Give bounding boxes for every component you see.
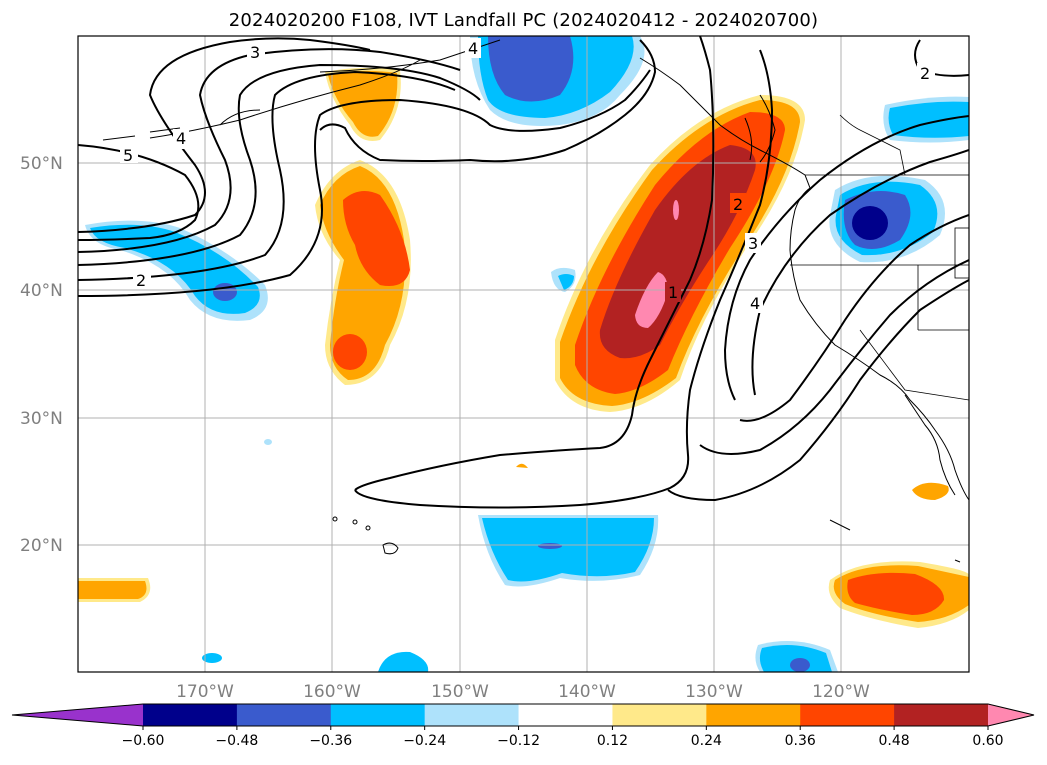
lon-label-170w: 170°W — [176, 682, 234, 702]
colorbar-tick-label: −0.24 — [403, 733, 446, 749]
contour-label: 4 — [468, 39, 478, 58]
contour-label: 2 — [136, 271, 146, 290]
lat-label-50n: 50°N — [20, 154, 63, 174]
colorbar-tick-label: −0.36 — [309, 733, 352, 749]
colorbar-tick-label: 0.48 — [879, 733, 910, 749]
colorbar-segment — [518, 704, 613, 726]
colorbar-tick-label: −0.12 — [497, 733, 540, 749]
lon-label-120w: 120°W — [812, 682, 870, 702]
colorbar-tick-label: 0.24 — [691, 733, 722, 749]
lat-label-30n: 30°N — [20, 409, 63, 429]
colorbar-segment — [988, 704, 1034, 726]
colorbar-tick-label: 0.36 — [785, 733, 816, 749]
contour-label: 5 — [123, 146, 133, 165]
map-frame — [77, 35, 970, 673]
contour-label: 3 — [748, 234, 758, 253]
colorbar-tick-label: 0.12 — [597, 733, 628, 749]
contour-label: 4 — [176, 129, 186, 148]
colorbar-segment — [143, 704, 238, 726]
contour-labels: 3 4 5 4 2 1 2 3 4 2 — [120, 38, 935, 313]
contour-label: 2 — [733, 195, 743, 214]
contour-label: 1 — [668, 283, 678, 302]
lon-label-150w: 150°W — [431, 682, 489, 702]
colorbar-segment — [330, 704, 426, 726]
colorbar-segment — [800, 704, 895, 726]
contour-label: 3 — [250, 43, 260, 62]
lat-label-20n: 20°N — [20, 536, 63, 556]
colorbar-segment — [424, 704, 520, 726]
ivt-shading — [78, 36, 969, 672]
borders — [790, 114, 969, 401]
colorbar-segment — [706, 704, 801, 726]
ivt-contours — [78, 36, 969, 509]
map-title: 2024020200 F108, IVT Landfall PC (202402… — [228, 10, 819, 31]
lon-label-130w: 130°W — [685, 682, 743, 702]
latitude-labels: 50°N 40°N 30°N 20°N — [20, 154, 63, 556]
contour-label: 4 — [750, 294, 760, 313]
colorbar-tick-label: −0.48 — [215, 733, 258, 749]
colorbar-tick-label: −0.60 — [122, 733, 165, 749]
colorbar-tick-label: 0.60 — [972, 733, 1003, 749]
lon-label-160w: 160°W — [303, 682, 361, 702]
colorbar-segment — [612, 704, 707, 726]
colorbar-segment — [12, 704, 143, 726]
colorbar-segment — [236, 704, 332, 726]
lon-label-140w: 140°W — [558, 682, 616, 702]
colorbar-segment — [894, 704, 989, 726]
contour-label: 2 — [920, 64, 930, 83]
coastlines — [102, 39, 969, 563]
lat-label-40n: 40°N — [20, 281, 63, 301]
map-panel: 3 4 5 4 2 1 2 3 4 2 — [78, 36, 969, 672]
longitude-labels: 170°W 160°W 150°W 140°W 130°W 120°W — [176, 682, 870, 702]
colorbar: −0.60 −0.48 −0.36 −0.24 −0.12 0.12 0.24 0.36 0.4… — [11, 703, 1035, 749]
